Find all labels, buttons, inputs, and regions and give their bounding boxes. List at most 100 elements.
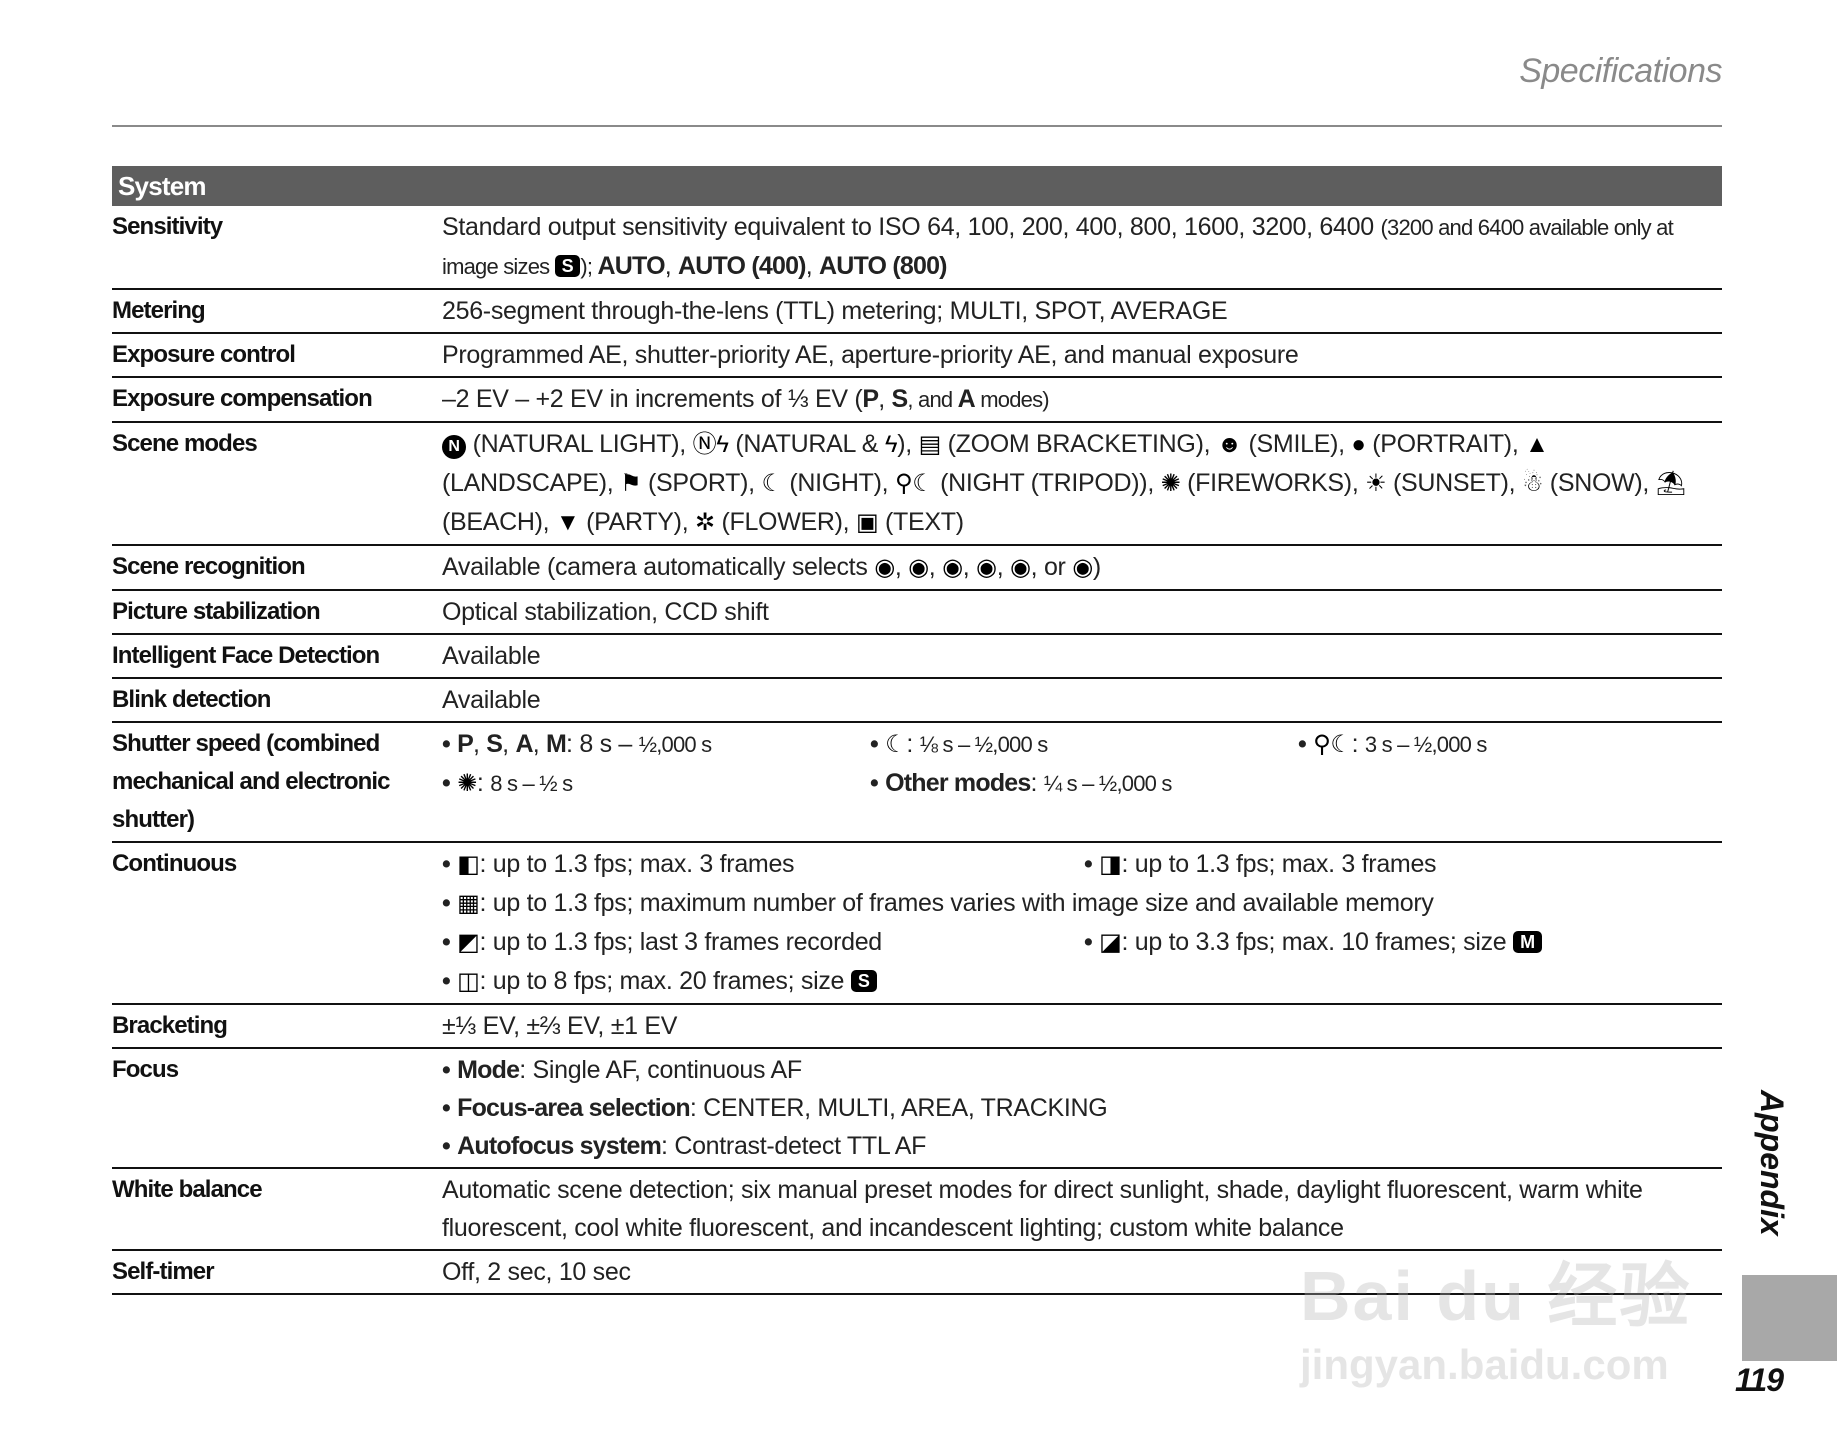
- spec-value: 256-segment through-the-lens (TTL) meter…: [442, 289, 1722, 334]
- text-icon: ▣: [855, 509, 879, 536]
- spec-label: Focus: [112, 1048, 442, 1169]
- bold-term: A: [515, 730, 533, 758]
- bold-term: S: [486, 730, 503, 758]
- text-segment: ): [1092, 553, 1101, 581]
- bullet-item: ◪: up to 3.3 fps; max. 10 frames; size M: [1084, 923, 1722, 962]
- auto-backlit-portrait-icon: ◉: [1010, 554, 1031, 581]
- text-segment: (NATURAL &: [728, 430, 885, 458]
- text-segment: (LANDSCAPE),: [442, 469, 621, 497]
- text-segment: ,: [928, 553, 943, 581]
- section-thumb-tab: [1742, 1275, 1837, 1361]
- bold-term: AUTO: [597, 252, 666, 280]
- bracketing-continuous-icon: ◨: [1099, 851, 1122, 878]
- bullet-item: ◩: up to 1.3 fps; last 3 frames recorded: [442, 923, 1084, 962]
- flower-icon: ✲: [694, 509, 715, 536]
- bullet-list: ◧: up to 1.3 fps; max. 3 frames◨: up to …: [442, 845, 1722, 1001]
- bold-term: Other modes: [885, 769, 1031, 797]
- spec-row-intelligent-face-detection: Intelligent Face Detection Available: [112, 634, 1722, 679]
- fireworks-icon: ✺: [457, 770, 477, 797]
- spec-value: Programmed AE, shutter-priority AE, aper…: [442, 333, 1722, 378]
- long-period-continuous-icon: ▦: [457, 890, 480, 917]
- spec-label: Shutter speed (combined mechanical and e…: [112, 722, 442, 843]
- text-segment: ¼ s – ½,000 s: [1043, 771, 1173, 796]
- text-segment: (FLOWER),: [714, 508, 856, 536]
- auto-portrait-icon: ◉: [874, 554, 895, 581]
- text-segment: (PORTRAIT),: [1365, 430, 1526, 458]
- text-segment: : up to 3.3 fps; max. 10 frames; size: [1121, 928, 1514, 956]
- spec-row-white-balance: White balance Automatic scene detection; …: [112, 1168, 1722, 1251]
- night-tripod-icon: ⚲☾: [894, 470, 934, 497]
- text-segment: (SPORT),: [641, 469, 762, 497]
- bold-term: Mode: [457, 1056, 520, 1084]
- text-segment: : up to 1.3 fps; last 3 frames recorded: [479, 928, 883, 956]
- night-icon: ☾: [761, 470, 783, 497]
- bullet-item: ▦: up to 1.3 fps; maximum number of fram…: [442, 884, 1722, 923]
- bold-term: P: [862, 385, 879, 413]
- spec-row-metering: Metering 256-segment through-the-lens (TT…: [112, 289, 1722, 334]
- text-segment: );: [580, 254, 598, 279]
- sunset-icon: ☀: [1365, 470, 1387, 497]
- text-segment: (SNOW),: [1543, 469, 1656, 497]
- text-segment: , or: [1030, 553, 1073, 581]
- spec-value: Mode: Single AF, continuous AFFocus-area…: [442, 1048, 1722, 1169]
- smile-icon: ☻: [1216, 431, 1242, 458]
- text-segment: ,: [472, 730, 487, 758]
- bullet-item: ◧: up to 1.3 fps; max. 3 frames: [442, 845, 1084, 884]
- text-segment: ,: [502, 730, 516, 758]
- spec-value: N (NATURAL LIGHT), Ⓝϟ (NATURAL & ϟ), ▤ (…: [442, 422, 1722, 546]
- text-segment: Optical stabilization, CCD shift: [442, 598, 769, 626]
- spec-value: Available (camera automatically selects …: [442, 545, 1722, 591]
- text-segment: ,: [962, 553, 977, 581]
- auto-macro-icon: ◉: [976, 554, 997, 581]
- text-segment: ⅛ s – ½,000 s: [919, 732, 1049, 757]
- natural-light-icon: N: [442, 435, 466, 459]
- spec-row-exposure-control: Exposure control Programmed AE, shutter-p…: [112, 333, 1722, 378]
- text-segment: , and: [907, 387, 958, 412]
- text-segment: ½,000 s: [638, 732, 712, 757]
- bullet-item: Focus-area selection: CENTER, MULTI, ARE…: [442, 1089, 1722, 1127]
- text-segment: modes): [974, 387, 1049, 412]
- bullet-item: Other modes: ¼ s – ½,000 s: [870, 764, 1298, 803]
- text-segment: ,: [996, 553, 1010, 581]
- spec-value: ◧: up to 1.3 fps; max. 3 frames◨: up to …: [442, 842, 1722, 1005]
- party-icon: ▼: [555, 509, 580, 536]
- spec-value: Available: [442, 634, 1722, 679]
- bold-term: Autofocus system: [457, 1132, 662, 1160]
- text-segment: : up to 1.3 fps; maximum number of frame…: [479, 889, 1434, 917]
- text-segment: ±⅓ EV, ±⅔ EV, ±1 EV: [442, 1012, 678, 1040]
- text-segment: (NIGHT (TRIPOD)),: [933, 469, 1161, 497]
- spec-row-scene-modes: Scene modes N (NATURAL LIGHT), Ⓝϟ (NATURA…: [112, 422, 1722, 546]
- page-number: 119: [1735, 1362, 1784, 1398]
- text-segment: :: [906, 730, 920, 758]
- text-segment: Available (camera automatically selects: [442, 553, 875, 581]
- text-segment: Standard output sensitivity equivalent t…: [442, 213, 1381, 241]
- fireworks-icon: ✺: [1160, 470, 1181, 497]
- spec-value: –2 EV – +2 EV in increments of ⅓ EV (P , …: [442, 377, 1722, 423]
- bullet-item: ◫: up to 8 fps; max. 20 frames; size S: [442, 962, 1722, 1001]
- text-segment: (SUNSET),: [1386, 469, 1522, 497]
- text-segment: (ZOOM BRACKETING),: [940, 430, 1217, 458]
- text-segment: (TEXT): [878, 508, 964, 536]
- spec-label: Exposure compensation: [112, 377, 442, 423]
- night-tripod-icon: ⚲☾: [1313, 731, 1352, 758]
- spec-value: Standard output sensitivity equivalent t…: [442, 206, 1722, 290]
- spec-label: Scene modes: [112, 422, 442, 546]
- spec-label: Scene recognition: [112, 545, 442, 591]
- size-s-icon: S: [850, 970, 877, 992]
- spec-row-continuous: Continuous◧: up to 1.3 fps; max. 3 frame…: [112, 842, 1722, 1005]
- spec-row-blink-detection: Blink detection Available: [112, 678, 1722, 723]
- spec-row-shutter-speed-combined-mechanical-and-electronic-shutter: Shutter speed (combined mechanical and e…: [112, 722, 1722, 843]
- text-segment: (PARTY),: [579, 508, 695, 536]
- text-segment: ,: [894, 553, 909, 581]
- spec-row-focus: FocusMode: Single AF, continuous AFFocus…: [112, 1048, 1722, 1169]
- text-segment: Programmed AE, shutter-priority AE, aper…: [442, 341, 1299, 369]
- text-segment: : CENTER, MULTI, AREA, TRACKING: [689, 1094, 1108, 1122]
- text-segment: 8 s – ½ s: [490, 771, 573, 796]
- bullet-list: Mode: Single AF, continuous AFFocus-area…: [442, 1051, 1722, 1165]
- text-segment: :: [1351, 730, 1365, 758]
- spec-label: Intelligent Face Detection: [112, 634, 442, 679]
- bold-term: A: [957, 385, 976, 413]
- text-segment: : Contrast-detect TTL AF: [661, 1132, 927, 1160]
- natural-flash-icon: Ⓝϟ: [692, 431, 729, 458]
- text-segment: : up to 1.3 fps; max. 3 frames: [1121, 850, 1437, 878]
